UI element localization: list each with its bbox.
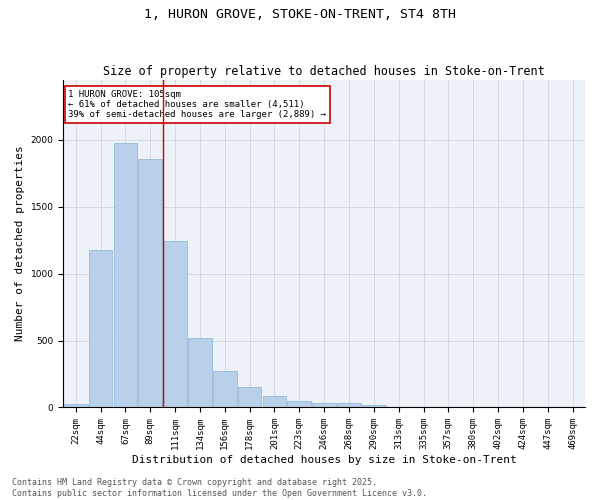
Title: Size of property relative to detached houses in Stoke-on-Trent: Size of property relative to detached ho…: [103, 66, 545, 78]
Bar: [64, 404, 88, 407]
Bar: [362, 406, 386, 407]
Bar: [89, 250, 112, 408]
Bar: [139, 160, 162, 408]
X-axis label: Distribution of detached houses by size in Stoke-on-Trent: Distribution of detached houses by size …: [132, 455, 517, 465]
Bar: [287, 401, 311, 407]
Bar: [188, 338, 212, 407]
Text: 1, HURON GROVE, STOKE-ON-TRENT, ST4 8TH: 1, HURON GROVE, STOKE-ON-TRENT, ST4 8TH: [144, 8, 456, 20]
Y-axis label: Number of detached properties: Number of detached properties: [15, 146, 25, 342]
Bar: [163, 241, 187, 408]
Bar: [387, 407, 410, 408]
Bar: [238, 386, 262, 407]
Bar: [263, 396, 286, 407]
Bar: [113, 143, 137, 407]
Bar: [337, 404, 361, 407]
Bar: [313, 403, 336, 407]
Text: 1 HURON GROVE: 105sqm
← 61% of detached houses are smaller (4,511)
39% of semi-d: 1 HURON GROVE: 105sqm ← 61% of detached …: [68, 90, 326, 120]
Bar: [213, 370, 236, 408]
Text: Contains HM Land Registry data © Crown copyright and database right 2025.
Contai: Contains HM Land Registry data © Crown c…: [12, 478, 427, 498]
